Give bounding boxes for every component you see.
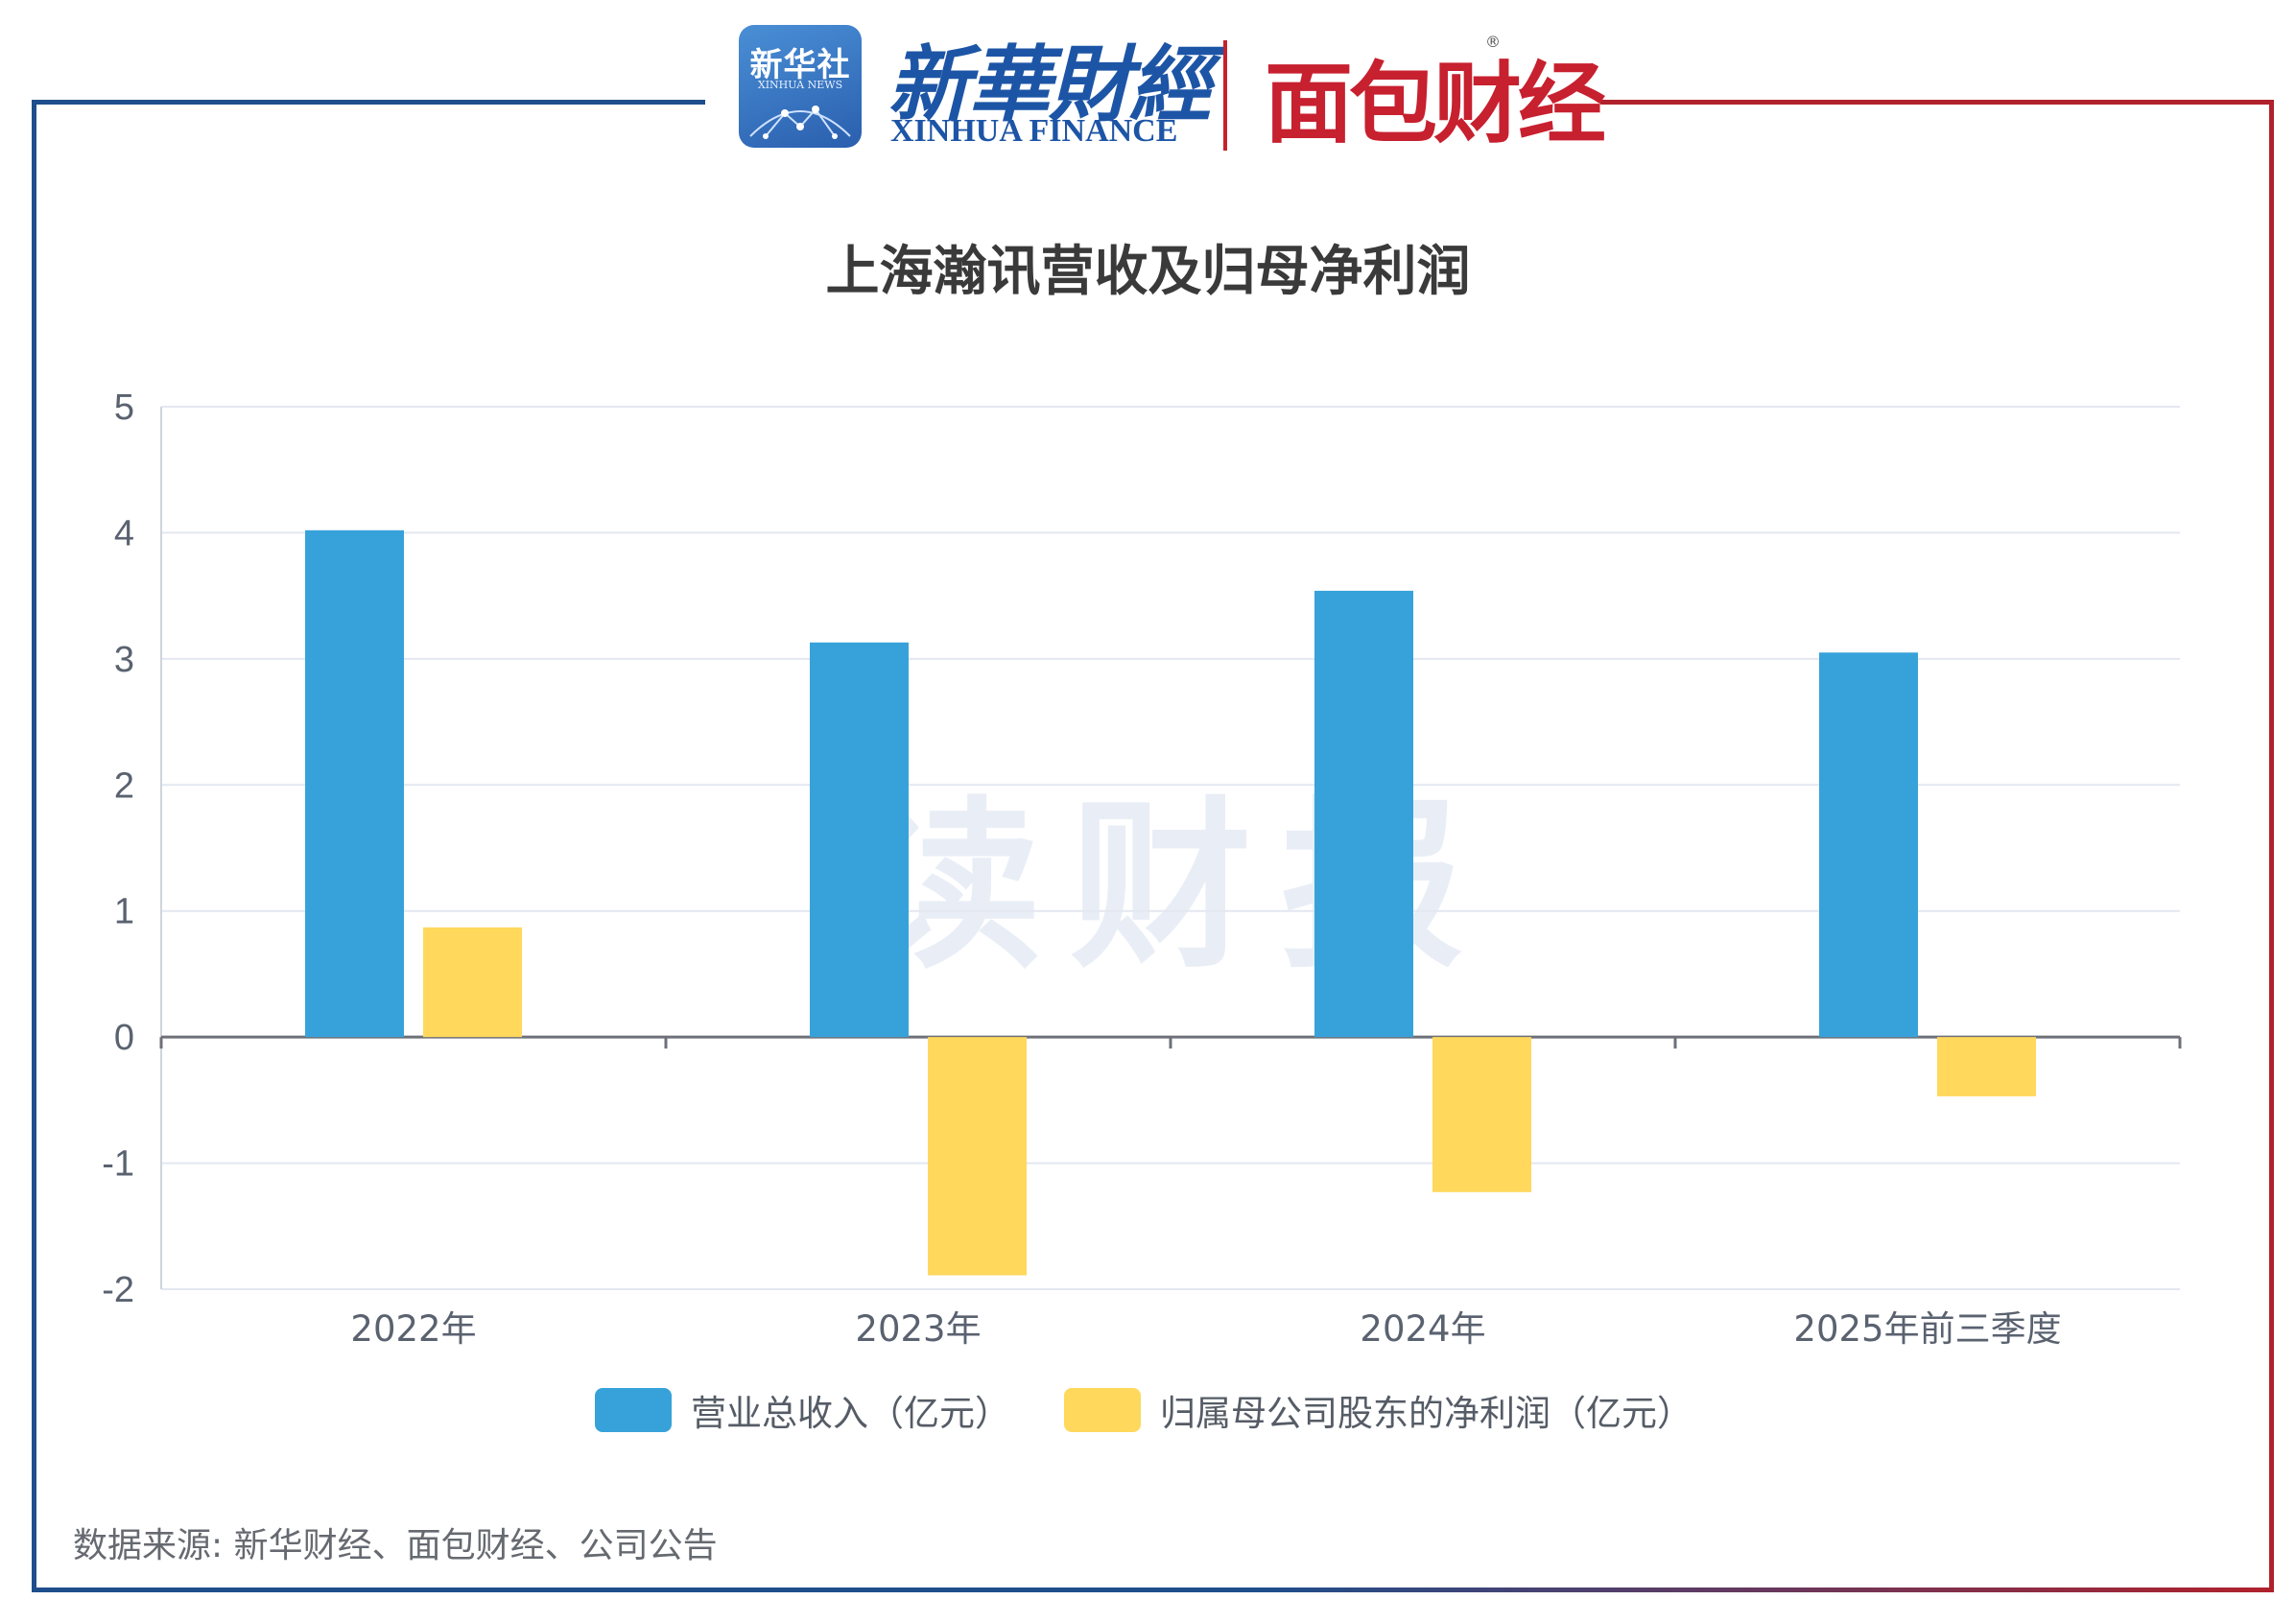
legend-swatch-net-profit	[1064, 1388, 1141, 1432]
y-tick-label: 4	[114, 513, 134, 553]
frame-left-line	[32, 100, 36, 1592]
legend-item-net-profit[interactable]: 归属母公司股东的净利润（亿元）	[1064, 1384, 1692, 1436]
y-tick-label: -1	[102, 1144, 134, 1185]
legend-label-revenue: 营业总收入（亿元）	[691, 1393, 1010, 1434]
bar-revenue[interactable]	[1819, 652, 1918, 1038]
frame-right-line	[2269, 100, 2274, 1592]
legend-item-revenue[interactable]: 营业总收入（亿元）	[595, 1384, 1010, 1436]
xinhua-badge-en: XINHUA NEWS	[757, 79, 843, 91]
bar-net-profit[interactable]	[1937, 1037, 2036, 1096]
frame-top-right-line	[1600, 100, 2274, 105]
y-tick-label: 3	[114, 640, 134, 680]
xinhua-finance-logo-cn: 新華財經	[888, 36, 1212, 133]
x-category-label: 2024年	[1360, 1308, 1485, 1350]
y-tick-label: -2	[102, 1270, 134, 1310]
bar-net-profit[interactable]	[423, 927, 522, 1038]
chart-title: 上海瀚讯营收及归母净利润	[825, 241, 1471, 303]
xinhua-finance-logo-en: XINHUA FINANCE	[890, 113, 1178, 149]
registered-mark: ®	[1485, 33, 1501, 51]
bar-net-profit[interactable]	[928, 1037, 1027, 1276]
legend: 营业总收入（亿元） 归属母公司股东的净利润（亿元）	[595, 1383, 1746, 1437]
xinhua-news-logo: 新华社 XINHUA NEWS	[739, 25, 862, 148]
axis-labels: 5 4 3 2 1 0 -1 -2 2022年 2023年 2024年 2025年前三季度	[102, 388, 2061, 1350]
mianbao-finance-logo: 面包财经	[1265, 53, 1606, 155]
header-divider	[1223, 40, 1227, 151]
legend-label-net-profit: 归属母公司股东的净利润（亿元）	[1160, 1393, 1692, 1434]
y-tick-label: 5	[114, 388, 134, 428]
x-category-label: 2025年前三季度	[1793, 1308, 2061, 1350]
x-category-label: 2022年	[350, 1308, 476, 1350]
bar-revenue[interactable]	[1314, 590, 1413, 1038]
frame-top-left-line	[32, 100, 705, 105]
bar-revenue[interactable]	[305, 529, 404, 1038]
data-source-note: 数据来源: 新华财经、面包财经、公司公告	[73, 1526, 718, 1565]
x-category-label: 2023年	[855, 1308, 981, 1350]
y-tick-label: 1	[114, 892, 134, 932]
bar-net-profit[interactable]	[1432, 1037, 1531, 1192]
xinhua-badge-cn: 新华社	[749, 46, 851, 84]
legend-swatch-revenue	[595, 1388, 672, 1432]
network-globe-icon	[749, 106, 851, 139]
bar-revenue[interactable]	[810, 642, 909, 1038]
y-tick-label: 2	[114, 765, 134, 806]
bars	[305, 529, 2036, 1276]
frame-bottom-line	[32, 1588, 2274, 1592]
y-tick-label: 0	[114, 1018, 134, 1058]
